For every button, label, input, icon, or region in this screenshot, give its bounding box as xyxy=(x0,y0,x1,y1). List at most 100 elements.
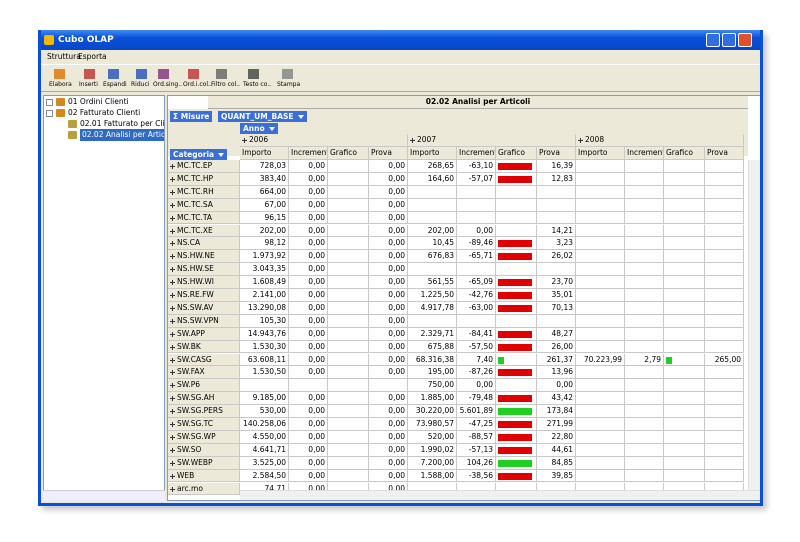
tree-item[interactable]: 01 Ordini Clienti xyxy=(68,97,129,106)
data-cell xyxy=(705,314,744,328)
data-cell: 0,00 xyxy=(289,392,328,406)
toolbar-label[interactable]: Stampa xyxy=(277,81,301,88)
data-cell: 0,00 xyxy=(457,224,496,238)
row-header[interactable]: SW.SO xyxy=(168,443,240,457)
data-cell xyxy=(576,443,625,457)
row-header[interactable]: NS.SW.AV xyxy=(168,301,240,315)
chart-cell xyxy=(496,340,537,354)
toolbar-label[interactable]: Testo co.. xyxy=(243,81,272,88)
toolbar-label[interactable]: Elabora xyxy=(49,81,72,88)
data-cell xyxy=(576,379,625,393)
data-cell: -79,48 xyxy=(457,392,496,406)
chart-cell xyxy=(496,237,537,251)
column-header: Incremento xyxy=(289,147,328,160)
data-cell xyxy=(705,456,744,470)
data-cell xyxy=(240,379,289,393)
data-cell: 13,96 xyxy=(537,366,576,380)
row-header[interactable]: NS.HW.NE xyxy=(168,250,240,264)
data-cell: 104,26 xyxy=(457,456,496,470)
toolbar-icon[interactable] xyxy=(84,69,95,79)
data-cell: 0,00 xyxy=(289,198,328,212)
data-cell: 1.225,50 xyxy=(408,289,457,302)
tree-scrollbar[interactable] xyxy=(43,490,165,501)
row-header[interactable]: SW.BK xyxy=(168,340,240,354)
tree-expander[interactable] xyxy=(46,110,53,117)
row-header[interactable]: SW.SG.PERS xyxy=(168,405,240,418)
row-header[interactable]: arc.mo xyxy=(168,482,240,496)
chart-cell xyxy=(664,185,705,199)
horizontal-scrollbar[interactable] xyxy=(240,490,760,500)
data-cell xyxy=(705,379,744,393)
toolbar-icon[interactable] xyxy=(282,69,293,79)
row-header[interactable]: MC.TC.TA xyxy=(168,211,240,225)
data-cell: 105,30 xyxy=(240,314,289,328)
data-cell xyxy=(576,237,625,251)
row-header[interactable]: SW.FAX xyxy=(168,366,240,380)
menu-item[interactable]: Esporta xyxy=(78,52,107,61)
tree-expander[interactable] xyxy=(46,99,53,106)
chart-cell xyxy=(496,469,537,483)
row-header[interactable]: SW.CASG xyxy=(168,353,240,367)
column-field-button[interactable]: Anno xyxy=(240,123,278,134)
row-field-button[interactable]: Categoria xyxy=(170,149,228,160)
close-button[interactable] xyxy=(738,33,752,47)
row-header[interactable]: MC.TC.RH xyxy=(168,185,240,199)
vertical-scrollbar[interactable] xyxy=(748,160,760,490)
toolbar-label[interactable]: Ord.i.col.. xyxy=(183,81,212,88)
year-header[interactable]: 2007 xyxy=(408,134,576,147)
toolbar-label[interactable]: Inserti xyxy=(79,81,98,88)
column-header: Importo xyxy=(408,147,457,160)
row-header[interactable]: NS.HW.WI xyxy=(168,276,240,289)
toolbar-icon[interactable] xyxy=(108,69,119,79)
row-header[interactable]: SW.P6 xyxy=(168,379,240,393)
data-cell: -84,41 xyxy=(457,327,496,341)
data-cell xyxy=(705,224,744,238)
data-cell: 561,55 xyxy=(408,276,457,289)
data-cell xyxy=(457,314,496,328)
tree-item[interactable]: 02.02 Analisi per Articoli xyxy=(80,129,164,141)
toolbar-label[interactable]: Ord.sing.. xyxy=(153,81,183,88)
column-header: Grafico xyxy=(496,147,537,160)
maximize-button[interactable] xyxy=(722,33,736,47)
measure-field-button[interactable]: QUANT_UM_BASE xyxy=(218,111,307,122)
data-cell: 0,00 xyxy=(369,185,408,199)
menu-item[interactable]: Struttura xyxy=(47,52,81,61)
row-header[interactable]: SW.APP xyxy=(168,327,240,341)
toolbar-label[interactable]: Riduci xyxy=(131,81,150,88)
data-cell: 0,00 xyxy=(369,211,408,225)
chart-cell xyxy=(496,263,537,277)
year-header[interactable]: 2008 xyxy=(576,134,744,147)
year-header[interactable]: 2006 xyxy=(240,134,408,147)
increment-bar xyxy=(498,253,532,261)
toolbar-label[interactable]: Espandi xyxy=(103,81,127,88)
row-header[interactable]: MC.TC.XE xyxy=(168,224,240,238)
row-header[interactable]: NS.CA xyxy=(168,237,240,251)
row-header[interactable]: NS.HW.SE xyxy=(168,263,240,277)
toolbar-icon[interactable] xyxy=(54,69,65,79)
toolbar-icon[interactable] xyxy=(136,69,147,79)
data-cell xyxy=(705,160,744,173)
toolbar-label[interactable]: Filtro col.. xyxy=(211,81,241,88)
toolbar-icon[interactable] xyxy=(188,69,199,79)
row-header[interactable]: MC.TC.HP xyxy=(168,172,240,186)
toolbar-icon[interactable] xyxy=(216,69,227,79)
row-header[interactable]: SW.SG.WP xyxy=(168,430,240,444)
row-header[interactable]: NS.SW.VPN xyxy=(168,314,240,328)
measures-button[interactable]: Σ Misure xyxy=(170,111,213,122)
row-header[interactable]: SW.SG.TC xyxy=(168,418,240,431)
toolbar-icon[interactable] xyxy=(248,69,259,79)
tree-item[interactable]: 02.01 Fatturato per Clien xyxy=(80,119,165,128)
row-header[interactable]: SW.WEBP xyxy=(168,456,240,470)
row-header[interactable]: MC.TC.EP xyxy=(168,160,240,173)
chart-cell xyxy=(664,211,705,225)
row-header[interactable]: NS.RE.FW xyxy=(168,289,240,302)
chart-cell xyxy=(496,430,537,444)
data-cell: 13.290,08 xyxy=(240,301,289,315)
row-header[interactable]: MC.TC.SA xyxy=(168,198,240,212)
tree-item[interactable]: 02 Fatturato Clienti xyxy=(68,108,141,117)
row-header[interactable]: WEB xyxy=(168,469,240,483)
row-header[interactable]: SW.SG.AH xyxy=(168,392,240,406)
toolbar-icon[interactable] xyxy=(158,69,169,79)
data-cell xyxy=(625,263,664,277)
minimize-button[interactable] xyxy=(706,33,720,47)
